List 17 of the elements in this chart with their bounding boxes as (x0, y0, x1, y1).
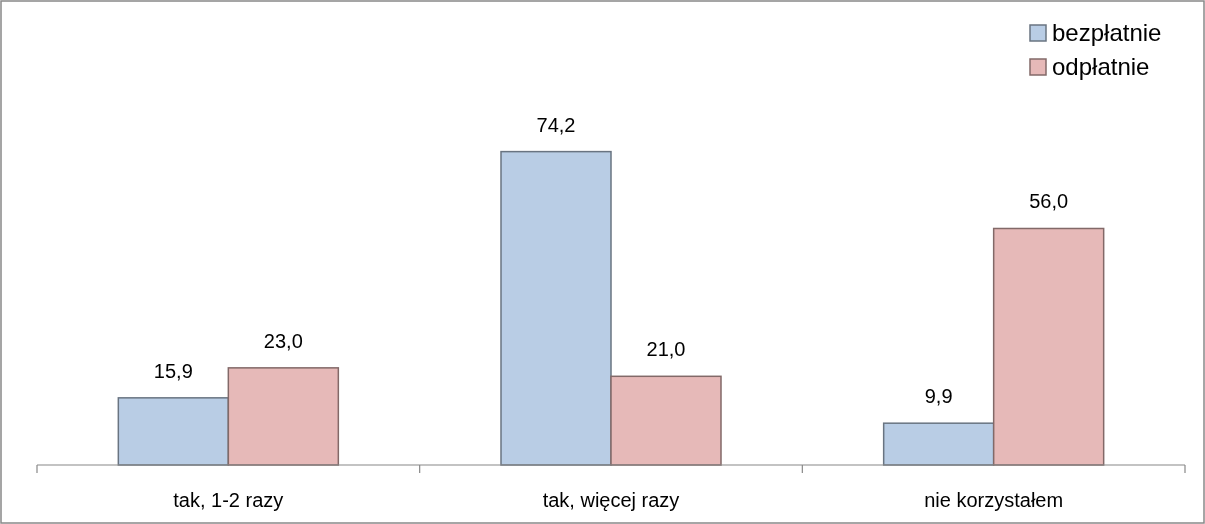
bar (227, 367, 340, 466)
legend-label: bezpłatnie (1052, 19, 1162, 46)
data-label: 21,0 (646, 338, 686, 361)
bar (992, 227, 1105, 466)
bar (500, 150, 612, 466)
legend-label: odpłatnie (1052, 53, 1150, 80)
data-label: 74,2 (536, 113, 576, 136)
x-tick-label: tak, 1-2 razy (173, 489, 284, 511)
bar (117, 397, 230, 466)
data-label: 56,0 (1029, 190, 1069, 213)
data-label: 23,0 (263, 329, 303, 352)
bar (610, 375, 722, 466)
x-tick-label: nie korzystałem (924, 489, 1064, 511)
x-tick-label: tak, więcej razy (542, 489, 680, 511)
bar (882, 422, 995, 466)
data-label: 15,9 (153, 359, 193, 382)
data-label: 9,9 (924, 385, 953, 408)
